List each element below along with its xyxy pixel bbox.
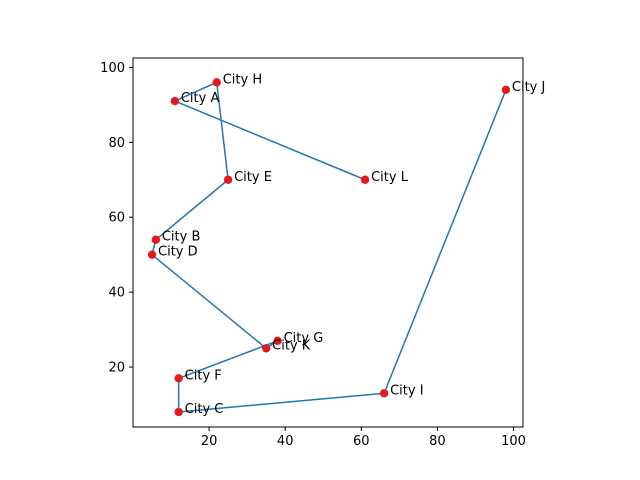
city-h-marker <box>212 78 221 87</box>
city-i-label: City I <box>390 383 423 398</box>
city-c-marker <box>174 407 183 417</box>
y-tick-label: 20 <box>108 361 125 376</box>
city-b-marker <box>151 235 161 244</box>
x-tick-label: 20 <box>201 434 218 449</box>
x-tick-label: 80 <box>429 434 446 449</box>
marker-layer <box>147 78 511 417</box>
city-i-marker <box>379 389 389 398</box>
city-label-layer: City A City B City C City D City E City F City… <box>158 72 545 417</box>
y-tick-label: 40 <box>108 286 125 301</box>
city-l-marker <box>360 175 370 184</box>
city-g-label: City G <box>284 331 324 346</box>
city-j-marker <box>501 85 511 95</box>
city-l-label: City L <box>371 170 409 185</box>
city-k-marker <box>261 344 271 353</box>
city-b-label: City B <box>162 230 201 245</box>
city-a-label: City A <box>181 91 220 106</box>
x-tick-label: 60 <box>353 434 370 449</box>
city-d-marker <box>147 250 157 259</box>
x-tick-label: 40 <box>277 434 294 449</box>
x-tick-label: 100 <box>501 434 526 449</box>
y-tick-label: 60 <box>108 211 125 226</box>
city-g-marker <box>273 336 282 346</box>
y-tick-label: 100 <box>100 61 125 76</box>
y-axis: 20 40 60 80 100 <box>100 61 133 376</box>
city-c-label: City C <box>185 402 224 417</box>
city-j-label: City J <box>512 80 545 95</box>
city-d-label: City D <box>158 245 198 260</box>
city-h-label: City H <box>223 72 262 87</box>
route-layer <box>151 81 507 413</box>
city-f-marker <box>174 374 183 383</box>
y-tick-label: 80 <box>108 136 125 151</box>
x-axis: 20 40 60 80 100 <box>201 427 526 449</box>
city-k-label: City K <box>272 338 311 353</box>
city-a-marker <box>170 96 180 106</box>
route-line <box>151 81 507 413</box>
axes-frame <box>132 57 524 428</box>
city-e-marker <box>223 175 233 184</box>
city-f-label: City F <box>185 368 222 383</box>
city-e-label: City E <box>234 170 272 185</box>
